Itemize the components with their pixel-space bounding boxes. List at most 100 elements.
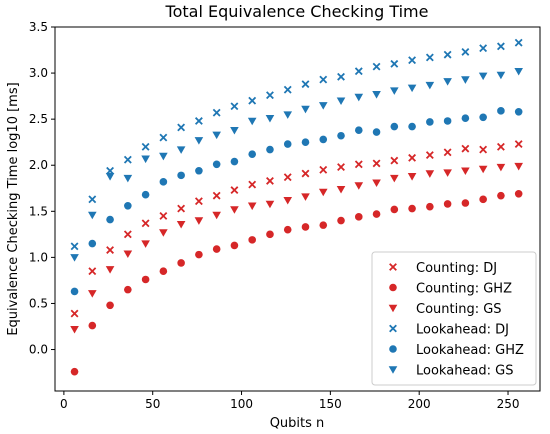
point-counting-dj: [106, 246, 115, 254]
point-lookahead-gs: [425, 81, 435, 90]
point-lookahead-gs: [123, 174, 133, 183]
point-lookahead-dj: [354, 67, 363, 76]
point-counting-ghz: [372, 210, 381, 218]
point-counting-gs: [70, 326, 79, 334]
point-counting-dj: [230, 186, 239, 195]
point-counting-ghz: [266, 230, 274, 239]
point-lookahead-ghz: [124, 201, 132, 210]
point-counting-dj: [301, 169, 310, 178]
y-tick-label: 2.5: [29, 112, 48, 126]
point-counting-gs: [283, 197, 293, 205]
point-lookahead-ghz: [248, 150, 256, 158]
point-counting-gs: [407, 173, 417, 181]
point-lookahead-dj: [123, 155, 132, 164]
point-lookahead-gs: [478, 72, 488, 81]
point-lookahead-dj: [106, 166, 115, 175]
point-lookahead-ghz: [177, 171, 185, 180]
point-counting-ghz: [70, 367, 79, 376]
point-lookahead-gs: [461, 76, 470, 84]
point-counting-dj: [443, 148, 452, 157]
y-tick-label: 0.0: [29, 343, 48, 357]
y-tick-label: 3.5: [29, 20, 48, 34]
point-counting-gs: [105, 266, 115, 274]
point-counting-gs: [496, 163, 506, 172]
point-counting-gs: [230, 206, 239, 214]
point-lookahead-ghz: [106, 215, 114, 224]
point-counting-dj: [425, 151, 434, 160]
point-lookahead-gs: [265, 115, 275, 123]
point-lookahead-ghz: [266, 145, 274, 154]
point-counting-dj: [514, 140, 523, 148]
point-lookahead-dj: [479, 44, 488, 53]
point-lookahead-ghz: [390, 122, 399, 131]
point-counting-ghz: [479, 195, 487, 204]
point-lookahead-gs: [212, 131, 221, 140]
point-lookahead-ghz: [408, 122, 416, 131]
point-counting-ghz: [319, 221, 328, 229]
point-counting-dj: [390, 156, 399, 165]
point-counting-ghz: [212, 245, 221, 253]
point-lookahead-ghz: [372, 128, 381, 136]
point-counting-gs: [514, 162, 523, 171]
point-counting-ghz: [514, 189, 523, 198]
legend-label: Lookahead: GS: [416, 364, 513, 379]
point-lookahead-ghz: [461, 114, 470, 123]
point-lookahead-dj: [70, 242, 79, 251]
point-lookahead-dj: [230, 102, 239, 111]
point-counting-ghz: [461, 199, 470, 207]
point-counting-dj: [88, 267, 97, 276]
y-axis-label: Equivalence Checking Time log10 [ms]: [6, 82, 21, 335]
point-counting-gs: [425, 170, 435, 178]
point-lookahead-dj: [390, 59, 399, 68]
point-counting-gs: [336, 185, 346, 194]
point-lookahead-ghz: [443, 117, 452, 125]
legend-marker: [388, 304, 398, 313]
point-lookahead-gs: [496, 71, 506, 80]
point-lookahead-dj: [283, 85, 292, 94]
point-counting-ghz: [230, 241, 239, 250]
point-counting-dj: [337, 163, 345, 172]
point-counting-ghz: [390, 205, 399, 214]
point-lookahead-ghz: [230, 157, 239, 166]
x-tick-label: 100: [230, 397, 253, 411]
point-lookahead-gs: [141, 155, 150, 164]
point-lookahead-ghz: [159, 178, 168, 186]
point-counting-dj: [123, 230, 132, 239]
y-tick-label: 0.5: [29, 296, 48, 310]
point-lookahead-ghz: [88, 239, 97, 248]
point-lookahead-gs: [407, 84, 417, 93]
point-lookahead-dj: [461, 47, 470, 56]
point-counting-ghz: [195, 250, 203, 259]
point-counting-dj: [496, 142, 505, 151]
point-counting-dj: [248, 180, 257, 189]
point-lookahead-gs: [301, 105, 310, 114]
point-lookahead-ghz: [479, 113, 487, 122]
legend-label: Counting: GS: [416, 302, 502, 317]
point-lookahead-ghz: [283, 140, 292, 148]
x-axis: 0 50 100 150 200 250: [60, 391, 519, 411]
legend-label: Lookahead: GHZ: [416, 343, 524, 358]
point-counting-ghz: [177, 259, 185, 267]
point-counting-ghz: [124, 285, 132, 294]
legend-marker: [389, 324, 397, 333]
point-lookahead-dj: [496, 42, 505, 51]
point-lookahead-gs: [283, 111, 293, 119]
y-tick-label: 1.0: [29, 250, 48, 264]
point-counting-gs: [318, 188, 328, 197]
point-counting-ghz: [408, 204, 416, 213]
x-tick-label: 150: [319, 397, 342, 411]
point-counting-gs: [194, 217, 204, 225]
point-lookahead-gs: [230, 126, 239, 135]
chart-title: Total Equivalence Checking Time: [165, 2, 429, 21]
point-lookahead-gs: [390, 87, 399, 95]
point-lookahead-ghz: [337, 131, 345, 140]
point-lookahead-dj: [443, 50, 452, 59]
point-lookahead-dj: [141, 142, 150, 151]
legend-label: Counting: DJ: [416, 261, 497, 276]
x-tick-label: 200: [408, 397, 431, 411]
point-counting-gs: [141, 240, 150, 248]
point-counting-gs: [372, 179, 381, 188]
point-counting-dj: [372, 159, 381, 168]
point-lookahead-dj: [408, 56, 417, 65]
